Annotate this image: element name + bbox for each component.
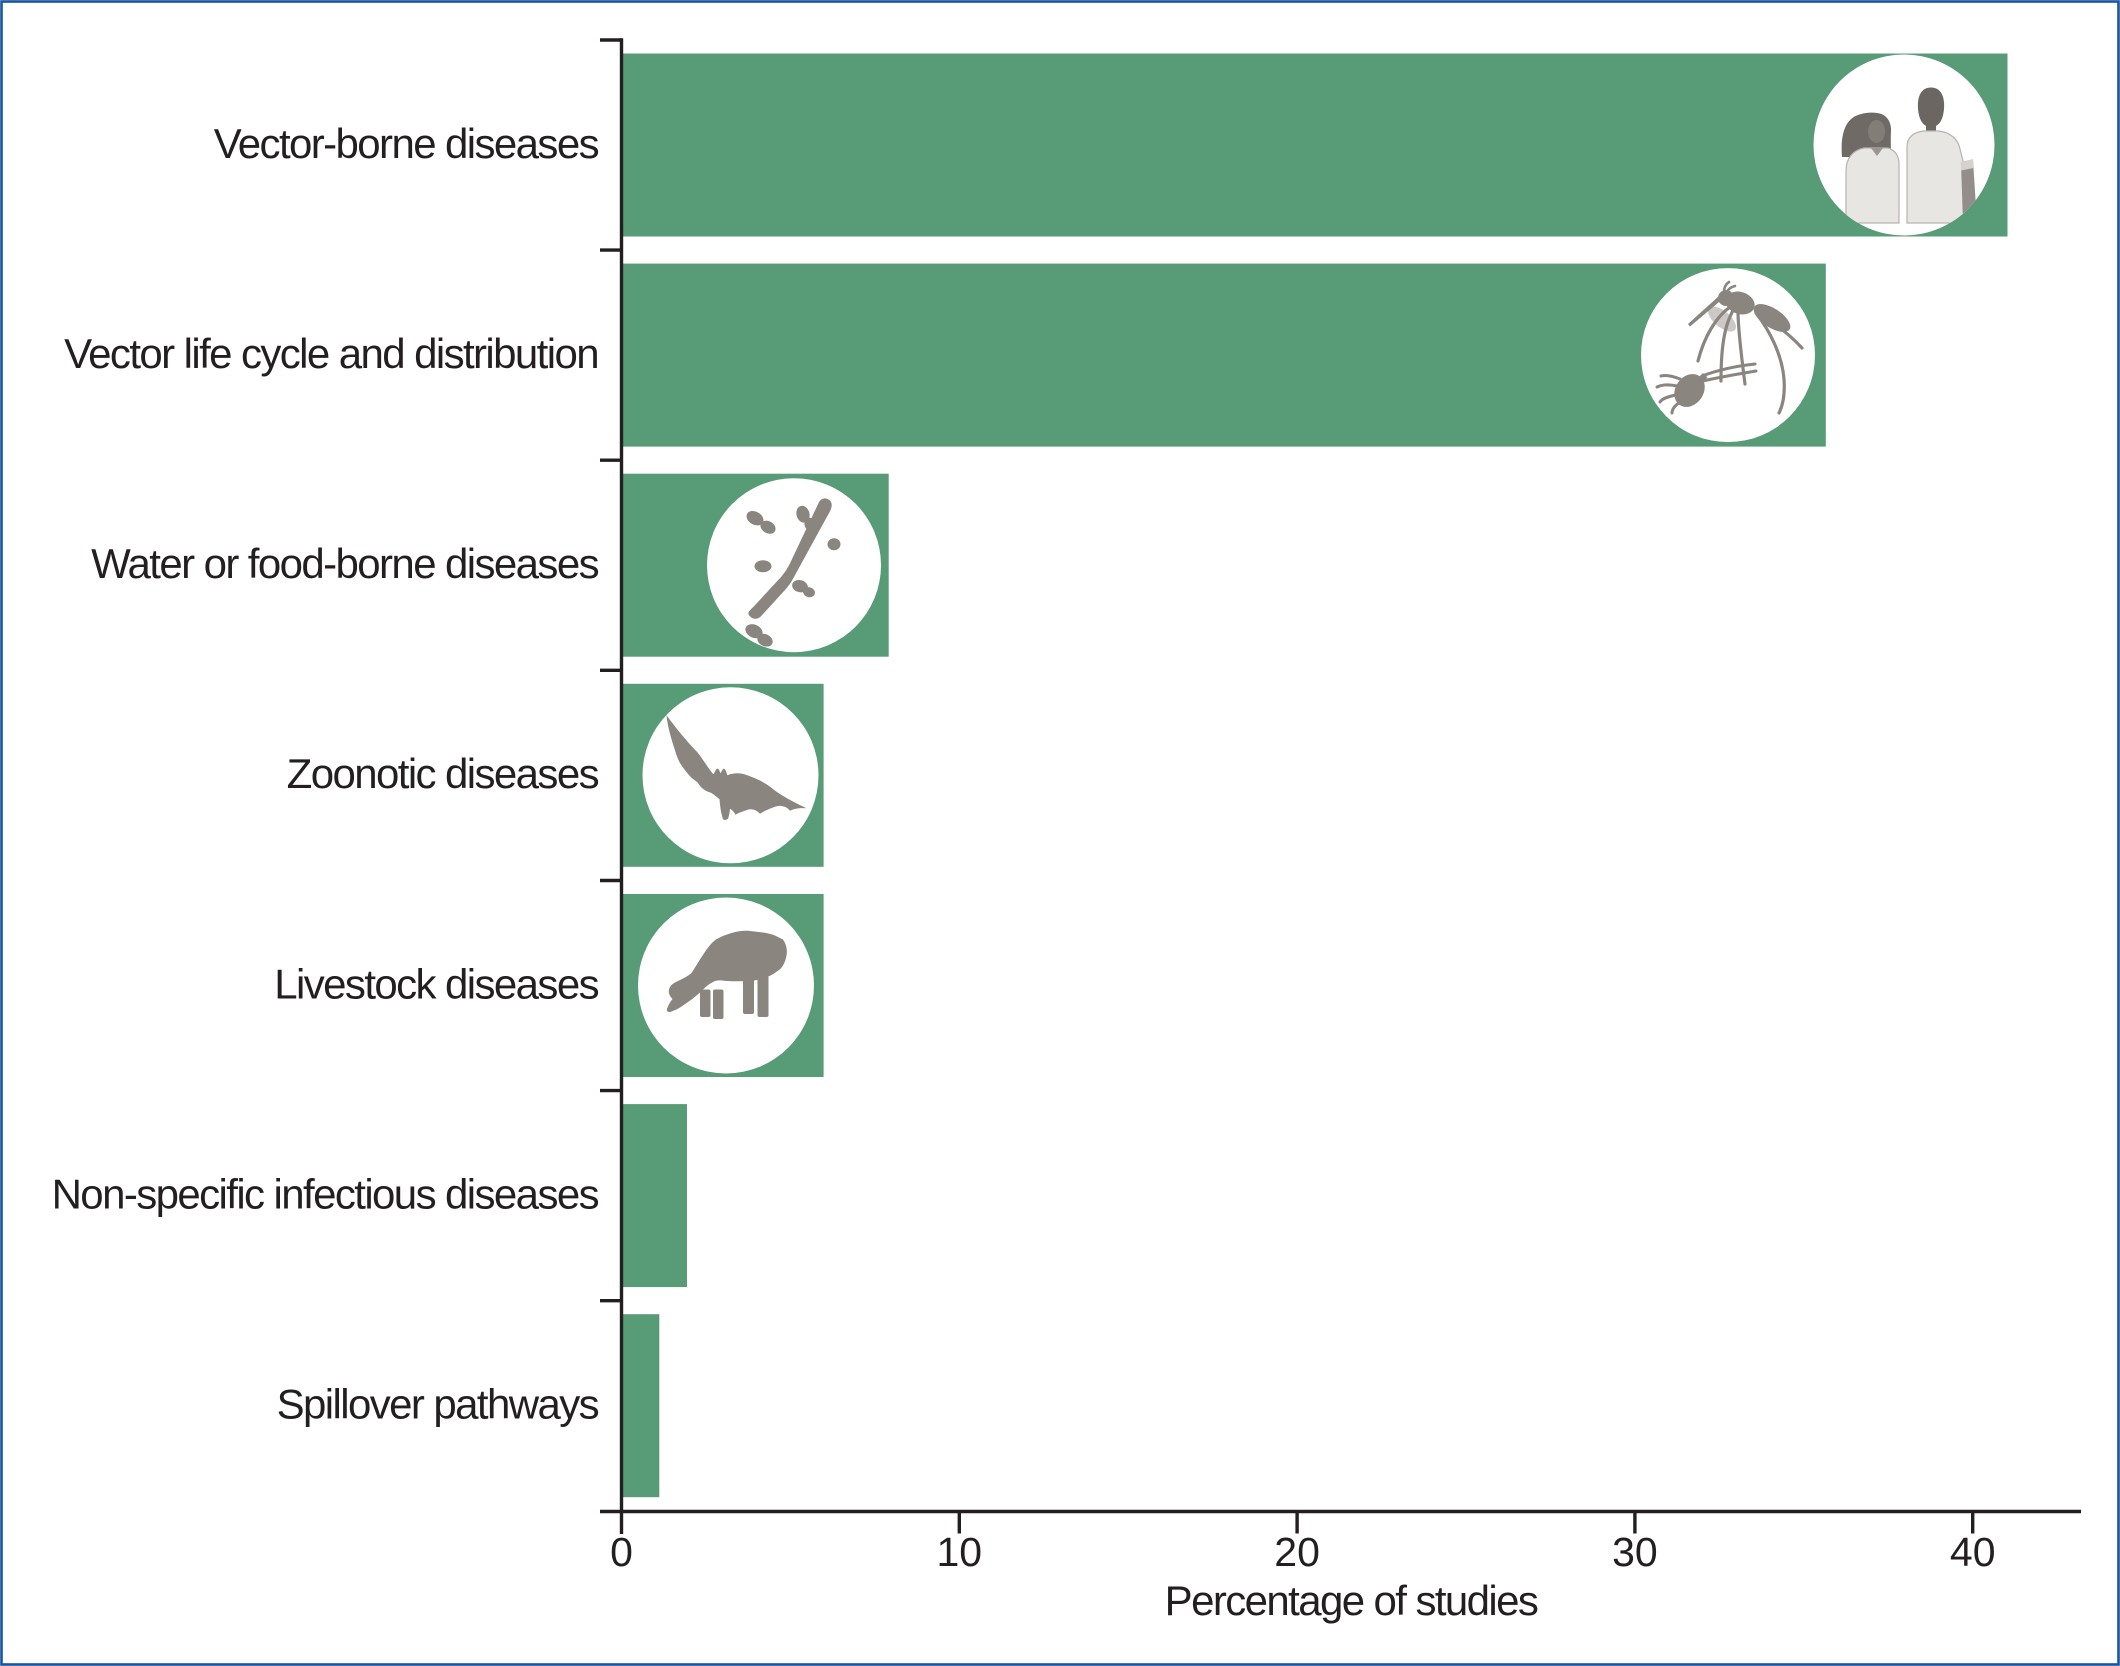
svg-text:Non-specific infectious diseas: Non-specific infectious diseases — [52, 1171, 599, 1218]
svg-text:40: 40 — [1950, 1529, 1996, 1575]
svg-text:Vector life cycle and distribu: Vector life cycle and distribution — [64, 330, 598, 377]
svg-text:Water or food-borne diseases: Water or food-borne diseases — [91, 540, 599, 587]
svg-text:20: 20 — [1274, 1529, 1320, 1575]
svg-text:10: 10 — [936, 1529, 982, 1575]
svg-text:Zoonotic diseases: Zoonotic diseases — [287, 750, 599, 797]
svg-text:30: 30 — [1612, 1529, 1658, 1575]
svg-text:Livestock diseases: Livestock diseases — [274, 961, 598, 1008]
svg-text:Percentage of studies: Percentage of studies — [1165, 1577, 1538, 1624]
svg-text:Vector-borne diseases: Vector-borne diseases — [214, 120, 599, 167]
svg-text:0: 0 — [610, 1529, 633, 1575]
svg-text:Spillover pathways: Spillover pathways — [277, 1381, 599, 1428]
